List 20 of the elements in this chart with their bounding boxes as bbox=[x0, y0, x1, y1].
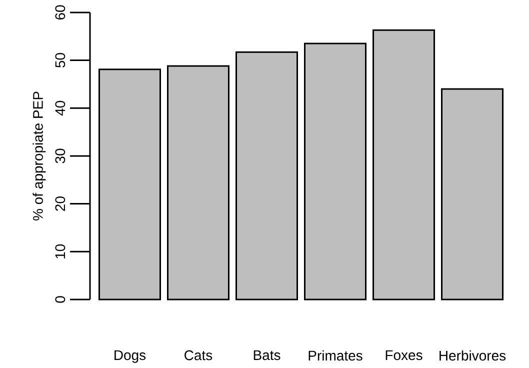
y-tick-label: 0 bbox=[55, 296, 66, 304]
bar bbox=[166, 66, 230, 300]
y-axis-title: % of appropiate PEP bbox=[32, 92, 46, 221]
x-tick-label: Foxes bbox=[386, 350, 422, 360]
y-tick-label: 20 bbox=[55, 196, 66, 212]
y-tick-label: 10 bbox=[55, 244, 66, 259]
y-tick-label: 30 bbox=[55, 148, 66, 164]
x-tick-label: Bats bbox=[254, 350, 280, 360]
x-tick-label: Primates bbox=[308, 350, 362, 361]
y-tick-label: 50 bbox=[55, 53, 66, 68]
bar bbox=[372, 30, 436, 300]
x-tick-label: Herbivores bbox=[440, 350, 506, 361]
bar bbox=[304, 43, 367, 300]
x-tick-label: Cats bbox=[184, 350, 212, 360]
bar bbox=[98, 68, 161, 300]
bar bbox=[441, 88, 504, 300]
x-tick-label: Dogs bbox=[114, 350, 146, 364]
y-tick-label: 40 bbox=[55, 101, 66, 116]
bar bbox=[236, 52, 298, 300]
y-tick-label: 60 bbox=[55, 5, 66, 20]
